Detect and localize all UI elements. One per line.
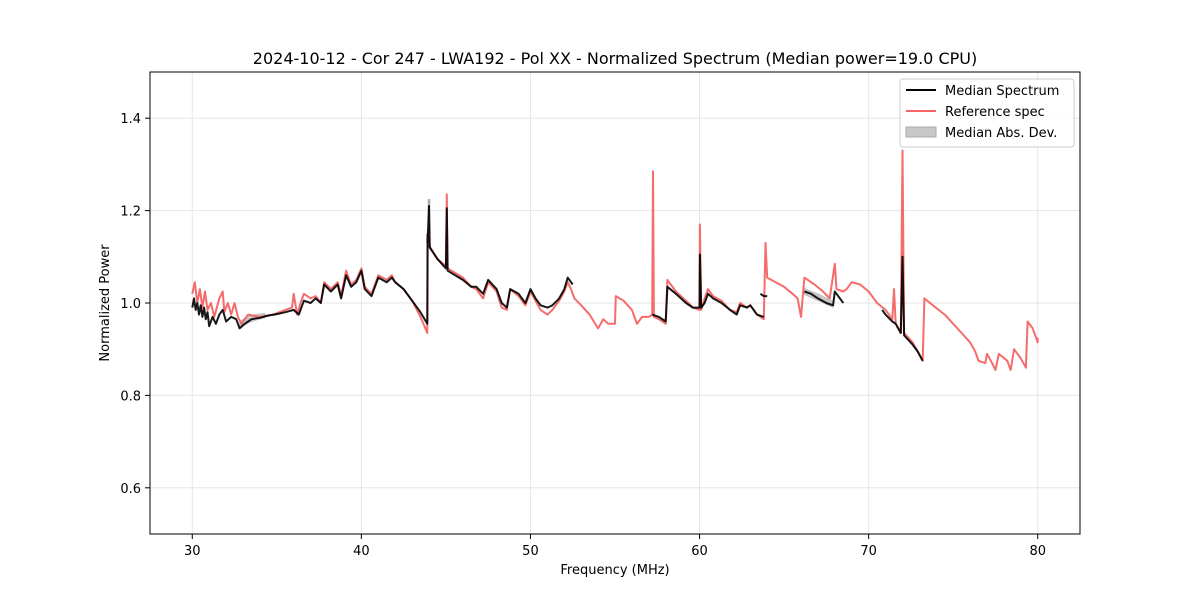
legend-median-abs-dev-label: Median Abs. Dev.	[945, 126, 1057, 141]
x-tick-label: 30	[184, 544, 201, 559]
x-tick-label: 50	[522, 544, 539, 559]
median-spectrum-line	[651, 253, 765, 323]
median-spectrum-line	[191, 205, 574, 330]
x-tick-label: 40	[353, 544, 370, 559]
series-layer	[191, 149, 1039, 371]
x-tick-label: 70	[860, 544, 877, 559]
y-tick-label: 0.8	[120, 389, 141, 404]
median-spectrum-line	[759, 292, 768, 298]
median-spectrum-line	[881, 255, 924, 362]
x-axis: 30 40 50 60 70 80	[184, 534, 1046, 559]
chart-title: 2024-10-12 - Cor 247 - LWA192 - Pol XX -…	[253, 49, 977, 68]
legend-box	[899, 78, 1075, 148]
y-axis-label: Normalized Power	[98, 244, 113, 362]
reference-spec-line	[191, 149, 1039, 371]
legend: Median Spectrum Reference spec Median Ab…	[899, 78, 1075, 148]
median-spectrum-line	[804, 290, 845, 307]
y-tick-label: 1.4	[120, 112, 141, 127]
y-axis: 0.6 0.8 1.0 1.2 1.4	[120, 112, 150, 497]
y-tick-label: 0.6	[120, 482, 141, 497]
legend-reference-spec-label: Reference spec	[945, 105, 1045, 120]
x-tick-label: 80	[1029, 544, 1046, 559]
x-axis-label: Frequency (MHz)	[560, 563, 669, 578]
median-abs-dev-band	[239, 199, 904, 329]
x-tick-label: 60	[691, 544, 708, 559]
y-tick-label: 1.2	[120, 205, 141, 220]
y-tick-label: 1.0	[120, 297, 141, 312]
legend-median-abs-dev-swatch	[905, 126, 937, 138]
legend-median-spectrum-label: Median Spectrum	[945, 84, 1059, 99]
